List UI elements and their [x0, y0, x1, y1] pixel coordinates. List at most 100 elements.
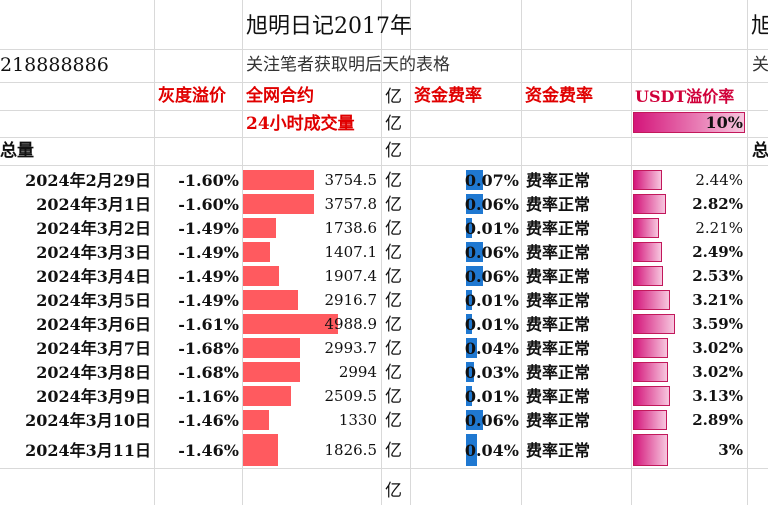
funding-bar — [466, 290, 472, 310]
row-premium: -1.16% — [178, 387, 239, 406]
subtitle-right: 关 — [752, 55, 768, 75]
row-premium: -1.68% — [178, 339, 239, 358]
row-date: 2024年3月8日 — [36, 363, 151, 382]
funding-bar — [466, 314, 472, 334]
row-unit: 亿 — [385, 441, 402, 461]
subtitle: 关注笔者获取明后天的表格 — [246, 55, 450, 75]
row-premium: -1.49% — [178, 291, 239, 310]
usdt-bar — [633, 290, 670, 310]
row-volume: 2916.7 — [324, 291, 378, 309]
row-volume: 1330 — [338, 411, 377, 429]
funding-bar — [466, 338, 477, 358]
row-date: 2024年3月5日 — [36, 291, 151, 310]
row-premium: -1.60% — [178, 195, 239, 214]
row-date: 2024年3月7日 — [36, 339, 151, 358]
row-usdt-premium: 2.21% — [695, 219, 743, 237]
row-usdt-premium: 3.02% — [692, 363, 743, 381]
row-date: 2024年3月2日 — [36, 219, 151, 238]
funding-bar — [466, 362, 474, 382]
total-unit: 亿 — [385, 141, 402, 161]
row-date: 2024年3月11日 — [25, 441, 151, 460]
row-unit: 亿 — [385, 291, 402, 311]
row-unit: 亿 — [385, 315, 402, 335]
row-volume: 2509.5 — [324, 387, 378, 405]
row-funding-rate: 0.06% — [464, 267, 519, 286]
row-unit: 亿 — [385, 243, 402, 263]
usdt-bar — [633, 242, 662, 262]
row-date: 2024年3月9日 — [36, 387, 151, 406]
row-unit: 亿 — [385, 411, 402, 431]
volume-bar — [243, 242, 270, 262]
row-status: 费率正常 — [526, 291, 591, 310]
row-status: 费率正常 — [526, 387, 591, 406]
row-status: 费率正常 — [526, 267, 591, 286]
total-label: 总量 — [0, 141, 34, 161]
row-date: 2024年3月6日 — [36, 315, 151, 334]
volume-bar — [243, 386, 291, 406]
header-network-contracts: 全网合约 — [246, 86, 314, 106]
row-premium: -1.61% — [178, 315, 239, 334]
volume-bar — [243, 410, 269, 430]
row-premium: -1.60% — [178, 171, 239, 190]
row-premium: -1.46% — [178, 441, 239, 460]
volume-bar — [243, 290, 298, 310]
row-premium: -1.49% — [178, 243, 239, 262]
usdt-bar — [633, 218, 659, 238]
volume-bar — [243, 314, 338, 334]
row-unit: 亿 — [385, 387, 402, 407]
volume-bar — [243, 434, 278, 466]
usdt-header-value: 10% — [705, 113, 743, 132]
header-usdt-premium: USDT溢价率 — [635, 87, 735, 106]
row-funding-rate: 0.01% — [464, 387, 519, 406]
row-funding-rate: 0.06% — [464, 195, 519, 214]
grid-line — [0, 49, 768, 50]
row-date: 2024年3月4日 — [36, 267, 151, 286]
row-funding-rate: 0.01% — [464, 291, 519, 310]
usdt-bar — [633, 338, 668, 358]
row-funding-rate: 0.01% — [464, 219, 519, 238]
funding-bar — [466, 266, 483, 286]
row-funding-rate: 0.06% — [464, 411, 519, 430]
row-date: 2024年2月29日 — [25, 171, 151, 190]
row-funding-rate: 0.01% — [464, 315, 519, 334]
row-volume: 4988.9 — [324, 315, 378, 333]
row-funding-rate: 0.04% — [464, 441, 519, 460]
grid-line — [0, 137, 768, 138]
grid-line — [747, 0, 748, 505]
header-grayscale-premium: 灰度溢价 — [158, 86, 226, 106]
row-funding-rate: 0.06% — [464, 243, 519, 262]
volume-bar — [243, 338, 300, 358]
row-status: 费率正常 — [526, 243, 591, 262]
row-status: 费率正常 — [526, 411, 591, 430]
header-unit-2: 亿 — [385, 114, 402, 134]
usdt-bar — [633, 194, 666, 214]
volume-bar — [243, 362, 300, 382]
grid-line — [242, 0, 243, 505]
row-volume: 2994 — [338, 363, 377, 381]
volume-bar — [243, 218, 276, 238]
row-date: 2024年3月10日 — [25, 411, 151, 430]
row-unit: 亿 — [385, 339, 402, 359]
row-volume: 3754.5 — [324, 171, 378, 189]
row-usdt-premium: 2.82% — [692, 195, 743, 213]
id-number: 218888886 — [0, 54, 109, 76]
sheet-title-right: 旭 — [751, 14, 768, 39]
grid-line — [154, 0, 155, 505]
grid-line — [0, 82, 768, 83]
row-status: 费率正常 — [526, 363, 591, 382]
row-usdt-premium: 3.13% — [692, 387, 743, 405]
total-label-right: 总 — [752, 141, 768, 161]
funding-bar — [466, 170, 483, 190]
usdt-bar — [633, 266, 663, 286]
row-usdt-premium: 3.21% — [692, 291, 743, 309]
sheet-title: 旭明日记2017年 — [246, 14, 412, 39]
funding-bar — [466, 194, 483, 214]
row-volume: 1407.1 — [324, 243, 378, 261]
usdt-bar — [633, 434, 668, 466]
row-volume: 1907.4 — [324, 267, 378, 285]
row-status: 费率正常 — [526, 315, 591, 334]
funding-bar — [466, 434, 477, 466]
usdt-bar — [633, 362, 668, 382]
grid-line — [521, 0, 522, 505]
